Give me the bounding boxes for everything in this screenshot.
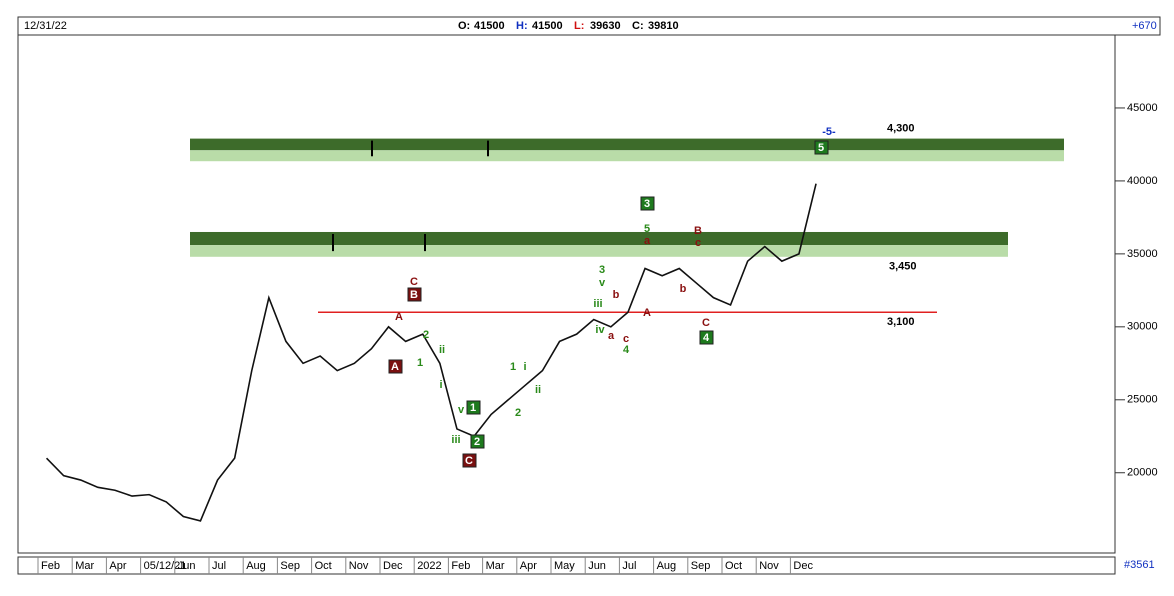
wave-box <box>640 196 655 211</box>
price-line <box>45 183 817 522</box>
y-tick-label: 45000 <box>1127 102 1158 114</box>
zone-dark <box>190 231 1008 246</box>
zone-dark <box>190 138 1064 151</box>
x-tick-label: Apr <box>520 560 537 572</box>
x-tick-label: Apr <box>109 560 126 572</box>
x-tick-label: Jul <box>212 560 226 572</box>
wave-label: 1 <box>470 402 476 414</box>
x-tick-label: May <box>554 560 575 572</box>
x-tick-label: Oct <box>315 560 332 572</box>
x-tick-label: Dec <box>383 560 403 572</box>
footer-label: #3561 <box>1124 559 1155 571</box>
wave-label: 2 <box>515 407 521 419</box>
x-tick-label: Jun <box>588 560 606 572</box>
wave-label: -5- <box>822 126 836 138</box>
wave-box <box>466 400 481 415</box>
wave-label: A <box>391 361 399 373</box>
x-tick-label: Sep <box>691 560 711 572</box>
wave-label: 3 <box>599 264 605 276</box>
zone-light <box>190 245 1008 257</box>
x-axis-bar <box>17 556 1116 575</box>
wave-label: a <box>644 235 651 247</box>
wave-label: A <box>643 307 651 319</box>
wave-label: B <box>410 289 418 301</box>
wave-label: i <box>439 379 442 391</box>
wave-label: 1 <box>417 357 423 369</box>
x-tick-label: Aug <box>657 560 677 572</box>
wave-label: 2 <box>423 329 429 341</box>
wave-label: C <box>410 276 418 288</box>
header-bar <box>17 16 1161 36</box>
y-tick-label: 20000 <box>1127 467 1158 479</box>
y-tick-label: 30000 <box>1127 321 1158 333</box>
ohlc-label: C: <box>632 20 644 32</box>
wave-box <box>388 359 403 374</box>
wave-label: 3 <box>644 198 650 210</box>
wave-label: i <box>523 361 526 373</box>
ohlc-label: H: <box>516 20 528 32</box>
wave-label: c <box>695 237 701 249</box>
x-tick-label: Feb <box>451 560 470 572</box>
wave-box <box>699 330 714 345</box>
wave-label: 1 <box>510 361 516 373</box>
wave-label: C <box>465 455 473 467</box>
wave-label: c <box>623 333 629 345</box>
ohlc-value: 39630 <box>590 20 621 32</box>
x-tick-label: Mar <box>75 560 94 572</box>
x-tick-label: Aug <box>246 560 266 572</box>
zone-label: 4,300 <box>887 123 915 135</box>
ohlc-value: 41500 <box>532 20 563 32</box>
wave-label: iii <box>593 298 602 310</box>
wave-label: 5 <box>818 142 824 154</box>
wave-box <box>407 287 422 302</box>
wave-label: b <box>613 289 620 301</box>
x-tick-label: 05/12/21 <box>144 560 187 572</box>
wave-label: B <box>694 225 702 237</box>
ohlc-label: O: <box>458 20 470 32</box>
y-tick-label: 40000 <box>1127 175 1158 187</box>
y-tick-label: 35000 <box>1127 248 1158 260</box>
plot-frame <box>17 34 1116 554</box>
x-tick-label: Jun <box>178 560 196 572</box>
x-tick-label: Feb <box>41 560 60 572</box>
wave-label: iii <box>451 434 460 446</box>
x-tick-label: Jul <box>622 560 636 572</box>
x-tick-label: Nov <box>759 560 779 572</box>
change-label: +670 <box>1132 20 1157 32</box>
x-tick-label: 2022 <box>417 560 441 572</box>
wave-box <box>470 434 485 449</box>
wave-label: 5 <box>644 223 650 235</box>
x-tick-label: Oct <box>725 560 742 572</box>
wave-label: v <box>458 404 465 416</box>
wave-label: 4 <box>703 332 710 344</box>
x-tick-label: Dec <box>793 560 813 572</box>
x-tick-label: Nov <box>349 560 369 572</box>
wave-box <box>462 453 477 468</box>
wave-label: b <box>680 283 687 295</box>
wave-label: iv <box>595 324 605 336</box>
wave-label: a <box>608 330 615 342</box>
wave-label: v <box>599 277 606 289</box>
date-label: 12/31/22 <box>24 20 67 32</box>
level-label: 3,100 <box>887 316 915 328</box>
ohlc-value: 41500 <box>474 20 505 32</box>
y-tick-label: 25000 <box>1127 394 1158 406</box>
x-tick-label: Sep <box>280 560 300 572</box>
wave-label: ii <box>535 384 541 396</box>
wave-label: 2 <box>474 436 480 448</box>
x-tick-label: Mar <box>486 560 505 572</box>
wave-box <box>814 140 829 155</box>
zone-label: 3,450 <box>889 261 917 273</box>
wave-label: 4 <box>623 344 630 356</box>
ohlc-label: L: <box>574 20 584 32</box>
wave-label: ii <box>439 344 445 356</box>
wave-label: C <box>702 317 710 329</box>
zone-light <box>190 150 1064 162</box>
ohlc-value: 39810 <box>648 20 679 32</box>
wave-label: A <box>395 311 403 323</box>
